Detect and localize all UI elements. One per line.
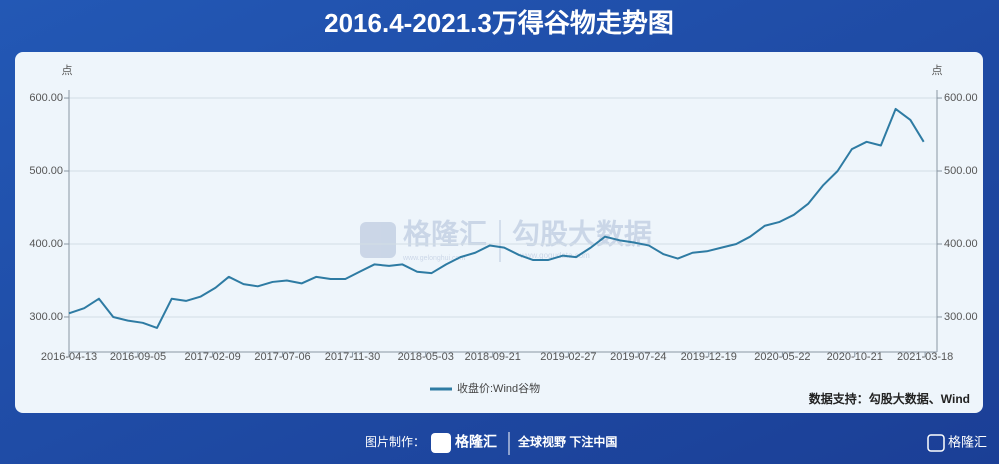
x-tick-label: 2019-07-24: [610, 351, 666, 363]
y-axis-label: 点: [62, 64, 73, 77]
y-tick-label: 300.00: [29, 311, 63, 323]
watermark-url: www.gelonghui.com: [402, 255, 465, 262]
y-tick-label: 400.00: [29, 238, 63, 250]
series-line: [68, 107, 925, 329]
x-tick-label: 2017-11-30: [325, 351, 380, 363]
y2-tick-label: 500.00: [944, 165, 978, 177]
x-tick-label: 2017-02-09: [184, 351, 240, 363]
x-tick-label: 2019-02-27: [540, 351, 596, 363]
x-tick-label: 2018-09-21: [465, 351, 521, 363]
footer-logo: [431, 433, 451, 453]
legend-label: 收盘价:Wind谷物: [457, 381, 540, 395]
y2-tick-label: 600.00: [944, 92, 978, 104]
x-tick-label: 2019-12-19: [681, 351, 737, 363]
plot: 300.00 400.00 500.00 600.00 300.00 400.00 500.…: [29, 90, 978, 363]
watermark-brand: 格隆汇: [403, 218, 487, 249]
chart-title: 2016.4-2021.3万得谷物走势图: [324, 8, 674, 38]
x-tick-label: 2018-05-03: [398, 351, 454, 363]
x-tick-label: 2020-05-22: [754, 351, 810, 363]
y-tick-label: 500.00: [29, 165, 63, 177]
y-tick-label: 600.00: [29, 92, 63, 104]
corner-logo: [927, 434, 945, 452]
x-tick-label: 2017-07-06: [254, 351, 310, 363]
panel: [15, 52, 983, 413]
x-tick-label: 2016-09-05: [110, 351, 166, 363]
x-tick-label: 2021-03-18: [897, 351, 953, 363]
footer-made-by: 图片制作：: [365, 435, 425, 449]
watermark-logo: [360, 222, 396, 258]
x-tick-label: 2016-04-13: [41, 351, 97, 363]
footer-slogan: 全球视野 下注中国: [517, 434, 617, 449]
source-note: 数据支持：勾股大数据、Wind: [809, 391, 970, 406]
y2-axis-label: 点: [932, 64, 943, 77]
watermark-partner: 勾股大数据: [512, 218, 652, 249]
y2-tick-label: 300.00: [944, 311, 978, 323]
watermark-partner-url: www.gogudata.com: [519, 251, 590, 260]
y2-tick-label: 400.00: [944, 238, 978, 250]
footer-brand: 格隆汇: [455, 434, 497, 450]
x-tick-label: 2020-10-21: [827, 351, 883, 363]
footer-corner-brand: 格隆汇: [948, 434, 987, 449]
